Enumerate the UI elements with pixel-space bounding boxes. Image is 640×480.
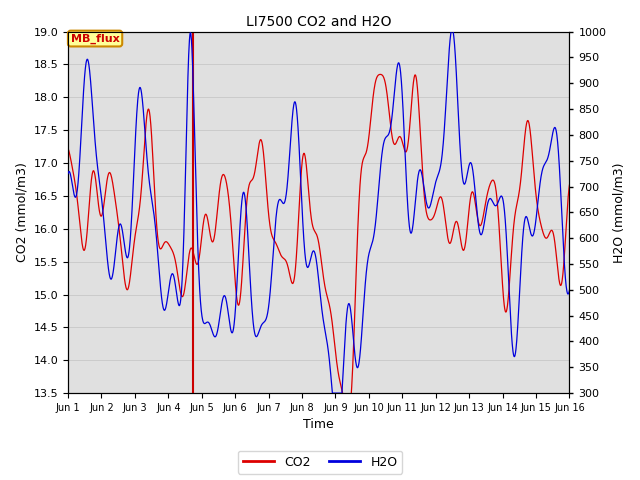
- Y-axis label: CO2 (mmol/m3): CO2 (mmol/m3): [15, 162, 28, 262]
- X-axis label: Time: Time: [303, 419, 334, 432]
- Text: MB_flux: MB_flux: [70, 34, 120, 44]
- Y-axis label: H2O (mmol/m3): H2O (mmol/m3): [612, 162, 625, 263]
- Title: LI7500 CO2 and H2O: LI7500 CO2 and H2O: [246, 15, 392, 29]
- Legend: CO2, H2O: CO2, H2O: [237, 451, 403, 474]
